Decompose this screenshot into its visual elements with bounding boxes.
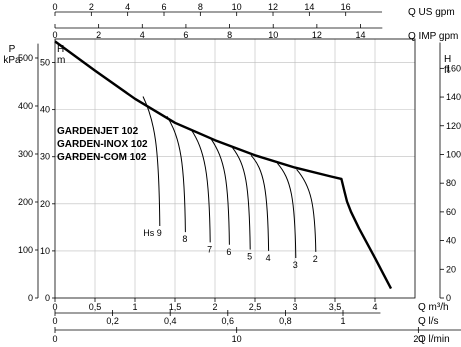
suction-curve-label: 4 [266,253,271,263]
plot-frame [54,38,416,299]
tick-label-x-lmin: 20 [413,334,423,344]
tick-label-x-main: 2,5 [249,302,262,312]
tick-label-y-kpa: 100 [18,245,33,255]
suction-curve-label: Hs 9 [143,228,162,238]
tick-label-x-usgpm: 0 [52,2,57,12]
tick-label-x-impgpm: 8 [227,30,232,40]
suction-curve [190,129,211,243]
unit-label-y-ft-unit: ft [444,65,450,76]
tick-label-x-impgpm: 4 [140,30,145,40]
suction-curve [296,169,317,252]
tick-label-x-usgpm: 8 [198,2,203,12]
tick-label-y-kpa: 200 [18,197,33,207]
tick-label-x-ls: 0,2 [106,316,119,326]
tick-label-y-ft: 60 [446,207,456,217]
tick-label-y-kpa: 500 [18,53,33,63]
unit-label-x-ls: Q l/s [418,316,439,327]
tick-label-y-ft: 100 [446,149,461,159]
tick-label-y-ft: 140 [446,92,461,102]
tick-label-y-main: 40 [40,105,50,115]
tick-label-x-impgpm: 6 [183,30,188,40]
tick-label-x-ls: 0,8 [279,316,292,326]
suction-curve [277,162,297,259]
suction-curve-label: 3 [293,260,298,270]
tick-label-x-main: 1 [132,302,137,312]
tick-label-x-lmin: 0 [52,334,57,344]
tick-label-x-impgpm: 12 [312,30,322,40]
tick-label-x-ls: 0,6 [222,316,235,326]
suction-curve [166,115,186,233]
tick-label-x-usgpm: 4 [125,2,130,12]
tick-label-x-ls: 1 [340,316,345,326]
tick-label-y-main: 10 [40,246,50,256]
tick-label-x-impgpm: 14 [355,30,365,40]
suction-curve [210,138,230,245]
model-label-gardenjet: GARDENJET 102 [57,126,139,137]
tick-label-x-usgpm: 2 [89,2,94,12]
tick-label-x-main: 2 [212,302,217,312]
tick-label-x-usgpm: 10 [232,2,242,12]
tick-label-y-main: 30 [40,152,50,162]
tick-label-y-kpa: 0 [28,293,33,303]
tick-label-x-usgpm: 6 [162,2,167,12]
tick-label-y-ft: 20 [446,264,456,274]
tick-label-x-main: 1,5 [169,302,182,312]
tick-label-x-main: 0,5 [89,302,102,312]
tick-label-x-ls: 0 [52,316,57,326]
tick-label-y-ft: 80 [446,178,456,188]
tick-label-y-kpa: 400 [18,101,33,111]
axes-layer [35,11,461,333]
tick-label-x-main: 4 [372,302,377,312]
unit-label-x-impgpm: Q IMP gpm [408,31,458,42]
tick-label-y-ft: 40 [446,236,456,246]
unit-label-y-main-unit: m [57,55,65,66]
tick-label-x-main: 0 [52,302,57,312]
tick-label-y-main: 20 [40,199,50,209]
tick-label-y-ft: 0 [446,293,451,303]
tick-label-x-main: 3 [292,302,297,312]
tick-label-y-ft: 120 [446,121,461,131]
unit-label-y-kpa-unit: kPa [3,55,21,66]
tick-label-x-usgpm: 16 [341,2,351,12]
curves-layer [54,40,393,290]
pump-curve [54,40,393,290]
unit-label-y-kpa: P [9,44,16,55]
tick-label-x-main: 3,5 [329,302,342,312]
tick-label-y-ft: 160 [446,63,461,73]
tick-label-x-ls: 0,4 [164,316,177,326]
unit-label-y-main: H [57,44,64,55]
suction-curve-label: 6 [226,247,231,257]
unit-label-x-main: Q m³/h [418,302,449,313]
grid-layer [55,39,415,298]
labels-layer: GARDENJET 102 GARDEN-INOX 102 GARDEN-COM… [3,2,461,345]
tick-label-x-usgpm: 14 [304,2,314,12]
tick-label-y-kpa: 300 [18,149,33,159]
unit-label-y-ft: H [444,54,451,65]
tick-label-y-main: 50 [40,58,50,68]
suction-curve-label: 7 [207,244,212,254]
model-label-garden-inox: GARDEN-INOX 102 [57,139,148,150]
tick-label-x-impgpm: 0 [52,30,57,40]
model-label-garden-com: GARDEN-COM 102 [57,152,147,163]
suction-curve [232,147,251,250]
suction-curve-label: 2 [313,254,318,264]
suction-curve [250,154,270,251]
tick-label-x-impgpm: 10 [268,30,278,40]
tick-label-x-lmin: 10 [232,334,242,344]
unit-label-x-usgpm: Q US gpm [408,7,455,18]
tick-label-x-usgpm: 12 [268,2,278,12]
suction-curve-label: 8 [182,234,187,244]
unit-label-x-lmin: Q l/min [418,334,450,345]
tick-label-y-main: 0 [45,293,50,303]
suction-curve-label: 5 [247,251,252,261]
suction-curve [142,96,161,227]
tick-label-x-impgpm: 2 [96,30,101,40]
